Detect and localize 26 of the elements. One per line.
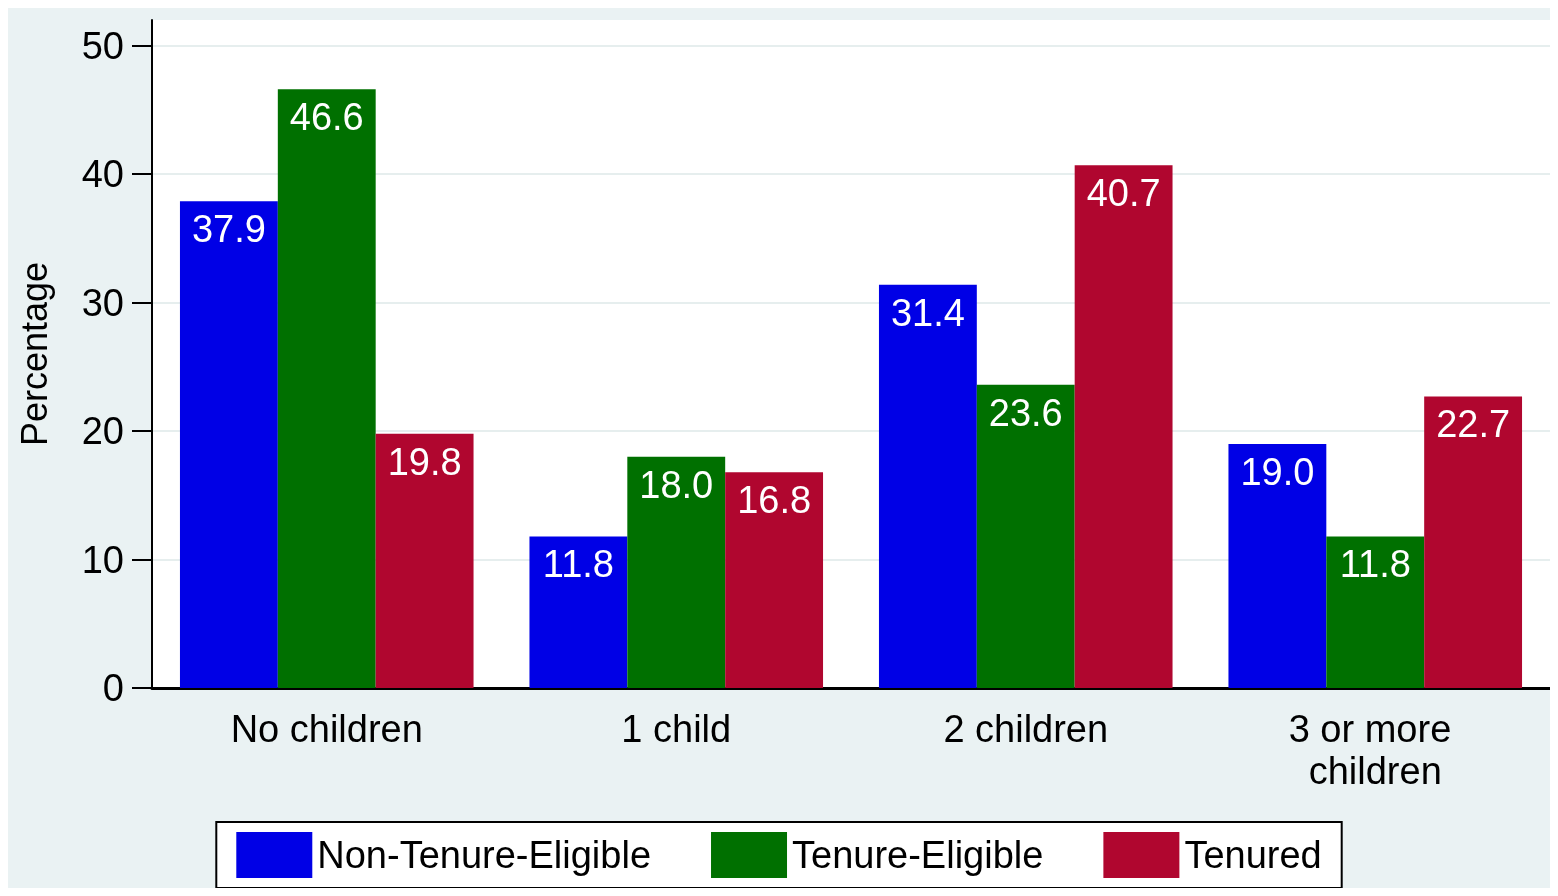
y-tick-label: 10 — [81, 538, 124, 581]
data-label: 19.0 — [1240, 450, 1315, 493]
x-tick-label: 3 or more children — [1288, 708, 1462, 792]
data-label: 18.0 — [639, 463, 714, 506]
x-tick-label: No children — [230, 708, 423, 750]
legend-label: Tenure-Eligible — [792, 834, 1044, 876]
data-label: 23.6 — [988, 391, 1063, 434]
data-label: 11.8 — [542, 543, 614, 586]
x-tick-label: 2 children — [943, 708, 1109, 750]
y-tick-label: 20 — [81, 410, 124, 453]
y-axis-title: Percentage — [13, 261, 55, 447]
legend-label: Tenured — [1184, 834, 1322, 876]
x-tick-label: 1 child — [621, 708, 732, 750]
y-tick-label: 30 — [81, 281, 124, 324]
data-label: 37.9 — [191, 208, 266, 251]
data-label: 22.7 — [1436, 403, 1511, 446]
data-label: 16.8 — [737, 479, 812, 522]
legend-label: Non-Tenure-Eligible — [317, 834, 652, 876]
data-label: 19.8 — [387, 440, 462, 483]
data-label: 11.8 — [1339, 543, 1411, 586]
data-label: 46.6 — [289, 96, 364, 139]
y-tick-label: 50 — [81, 24, 124, 67]
y-tick-label: 40 — [81, 153, 124, 196]
data-label: 40.7 — [1086, 172, 1161, 215]
y-tick-label: 0 — [102, 667, 124, 709]
data-label: 31.4 — [890, 291, 965, 334]
